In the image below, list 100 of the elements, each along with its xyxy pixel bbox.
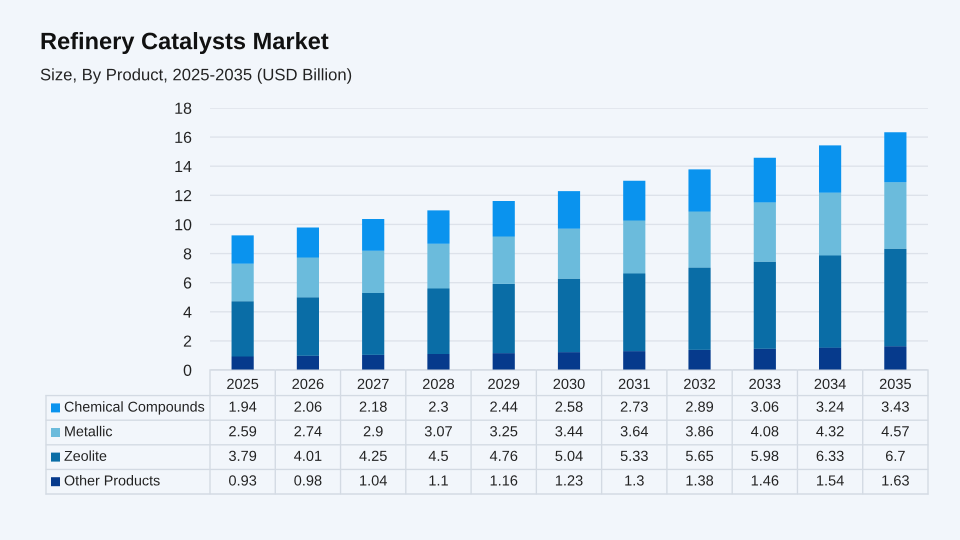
legend-label: Metallic xyxy=(65,426,112,436)
legend-label: Other Products xyxy=(64,475,160,486)
bar xyxy=(296,297,320,356)
bar xyxy=(296,356,320,370)
bar xyxy=(558,352,580,370)
data-label: 1.94 xyxy=(230,401,256,412)
data-label: 1.16 xyxy=(490,475,518,486)
bar xyxy=(818,192,842,256)
data-label: 1.23 xyxy=(556,475,583,486)
bar xyxy=(884,248,906,346)
data-label: 3.06 xyxy=(751,401,778,412)
bar xyxy=(232,301,254,356)
bar xyxy=(754,262,776,349)
bar xyxy=(427,354,450,370)
data-label: 0.93 xyxy=(229,475,256,486)
data-label: 3.79 xyxy=(229,450,256,462)
chart-title: Refinery Catalysts Market xyxy=(42,32,328,54)
bar xyxy=(884,346,906,370)
data-label: 5.04 xyxy=(555,450,583,462)
bar xyxy=(754,158,776,202)
data-label: 1.1 xyxy=(429,475,448,486)
bar xyxy=(884,132,906,182)
data-label: 4.76 xyxy=(490,450,518,462)
bar xyxy=(558,191,580,229)
data-label: 2.9 xyxy=(364,426,383,436)
data-label: 2.3 xyxy=(429,401,448,412)
bar xyxy=(427,244,450,288)
data-label: 3.43 xyxy=(882,401,909,412)
data-label: 4.5 xyxy=(428,450,448,462)
bar xyxy=(492,284,515,354)
bar xyxy=(884,182,906,249)
legend-label: Zeolite xyxy=(64,450,106,461)
bar xyxy=(688,169,711,212)
bar xyxy=(362,293,384,355)
bar xyxy=(818,348,842,370)
y-tick-label: 0 xyxy=(184,364,192,376)
data-label: 1.38 xyxy=(686,475,714,486)
bar xyxy=(623,220,646,274)
data-label: 0.98 xyxy=(294,475,322,486)
bar xyxy=(296,228,320,258)
x-tick-label: 2035 xyxy=(880,378,911,390)
data-label: 6.7 xyxy=(886,450,905,462)
x-tick-label: 2032 xyxy=(684,378,716,390)
bar xyxy=(558,228,580,279)
y-tick-label: 10 xyxy=(175,219,192,230)
x-tick-label: 2025 xyxy=(227,378,258,390)
data-label: 2.74 xyxy=(294,426,322,436)
data-label: 1.3 xyxy=(625,475,644,486)
bar xyxy=(558,278,580,352)
x-tick-label: 2031 xyxy=(618,378,650,390)
y-tick-label: 4 xyxy=(183,306,192,318)
data-label: 4.08 xyxy=(750,426,778,436)
bar xyxy=(232,235,254,264)
bar xyxy=(688,211,711,268)
data-label: 3.86 xyxy=(686,426,714,436)
bar xyxy=(818,145,842,193)
data-label: 1.54 xyxy=(817,475,844,486)
bar xyxy=(492,236,515,284)
data-label: 2.73 xyxy=(620,401,648,412)
data-label: 3.44 xyxy=(555,426,583,436)
bar xyxy=(427,210,450,244)
x-tick-label: 2026 xyxy=(292,378,324,390)
bar xyxy=(623,180,646,221)
data-label: 4.32 xyxy=(816,426,844,436)
data-label: 6.33 xyxy=(816,450,844,462)
data-label: 2.59 xyxy=(229,426,256,436)
data-label: 5.65 xyxy=(686,450,714,462)
x-tick-label: 2027 xyxy=(358,378,389,390)
data-label: 2.89 xyxy=(686,401,714,412)
bar xyxy=(232,356,254,370)
bar xyxy=(623,273,646,352)
data-label: 2.06 xyxy=(294,401,322,412)
data-label: 3.24 xyxy=(816,401,844,412)
y-tick-label: 8 xyxy=(184,248,192,260)
bar xyxy=(362,250,384,293)
bar xyxy=(427,288,450,354)
data-label: 3.25 xyxy=(490,426,518,436)
x-tick-label: 2029 xyxy=(488,378,520,390)
bar xyxy=(754,348,776,370)
data-label: 4.01 xyxy=(294,450,322,462)
data-label: 3.07 xyxy=(424,426,452,436)
y-tick-label: 12 xyxy=(175,190,192,202)
bar xyxy=(362,219,384,251)
bar xyxy=(688,268,711,350)
bar xyxy=(818,255,842,348)
data-label: 4.57 xyxy=(882,426,909,436)
bar xyxy=(754,202,776,262)
bar xyxy=(492,201,515,237)
bar xyxy=(296,257,320,298)
data-label: 4.25 xyxy=(359,450,387,462)
x-tick-label: 2034 xyxy=(814,378,846,390)
data-label: 5.98 xyxy=(751,450,778,462)
bar xyxy=(688,350,711,370)
y-tick-label: 14 xyxy=(175,161,192,172)
x-tick-label: 2030 xyxy=(554,378,585,390)
legend-label: Chemical Compounds xyxy=(64,401,204,415)
data-label: 2.18 xyxy=(360,401,387,412)
bar xyxy=(623,351,646,370)
data-label: 3.64 xyxy=(620,426,648,436)
data-label: 5.33 xyxy=(620,450,648,462)
